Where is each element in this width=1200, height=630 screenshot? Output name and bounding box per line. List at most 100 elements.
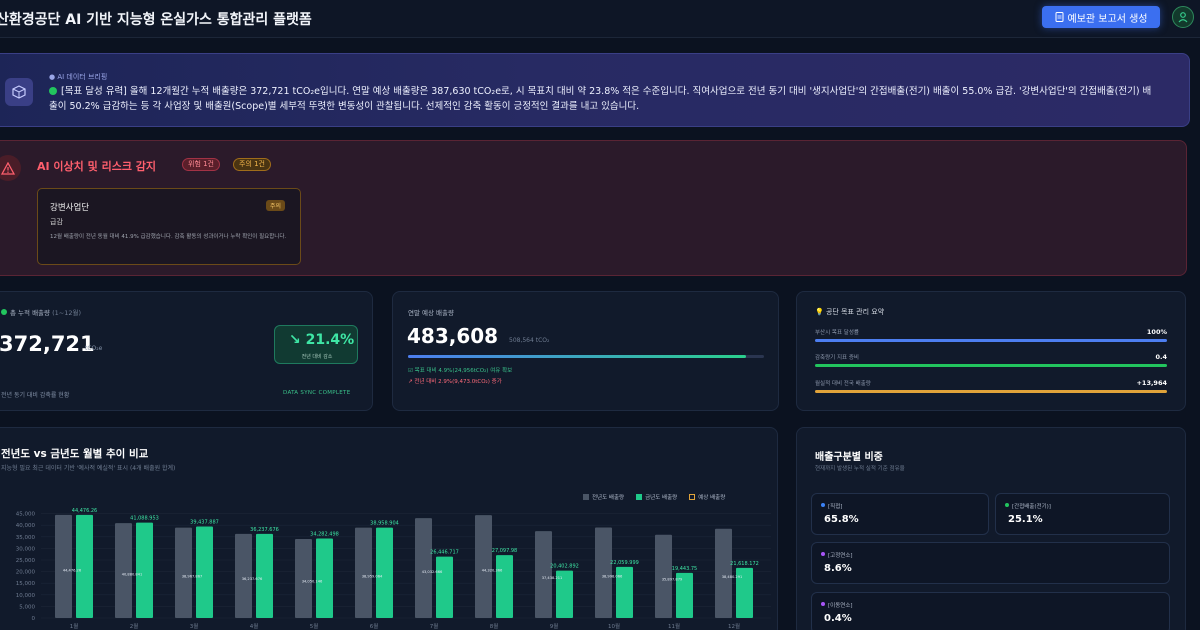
goal-progress-bar bbox=[815, 364, 1167, 367]
prev-bar-value-label: 38,998.066 bbox=[602, 574, 623, 578]
prev-bar-value-label: 44,320.366 bbox=[482, 569, 503, 573]
curr-year-bar bbox=[76, 514, 93, 618]
y-tick-label: 5,000 bbox=[19, 604, 35, 610]
total-emission-footer: 전년 동기 대비 감축률 현황 bbox=[1, 392, 70, 399]
yoy-delta-caption: 전년 대비 감소 bbox=[301, 354, 333, 360]
curr-bar-value-label: 41,088.953 bbox=[130, 516, 159, 522]
composition-item[interactable]: [이동연소] 0.4% bbox=[811, 592, 1170, 630]
prev-bar-value-label: 34,050.146 bbox=[302, 579, 323, 583]
curr-year-bar bbox=[136, 522, 153, 618]
x-tick-label: 9월 bbox=[550, 622, 559, 630]
cube-icon bbox=[5, 78, 33, 106]
prev-year-bar bbox=[115, 523, 132, 618]
y-tick-label: 30,000 bbox=[16, 546, 36, 552]
risk-card[interactable]: 강변사업단 주의 급감 12월 배출량이 전년 동월 대비 41.9% 급감했습… bbox=[37, 188, 301, 265]
forecast-progress-track bbox=[408, 355, 764, 358]
curr-bar-value-label: 44,476.26 bbox=[72, 508, 97, 514]
curr-bar-value-label: 36,237.676 bbox=[250, 527, 279, 533]
forecast-value: 483,608 bbox=[407, 324, 499, 348]
curr-bar-value-label: 22,059.999 bbox=[610, 560, 639, 566]
prev-year-bar bbox=[655, 534, 672, 618]
forecast-target: 508,564 tCO₂ bbox=[509, 337, 550, 344]
prev-year-bar bbox=[55, 514, 72, 618]
y-tick-label: 35,000 bbox=[16, 535, 36, 541]
composition-item[interactable]: [간접배출(전기)] 25.1% bbox=[995, 493, 1170, 535]
data-sync-status: DATA SYNC COMPLETE bbox=[283, 390, 351, 396]
top-bar: 산환경공단 AI 기반 지능형 온실가스 통합관리 플랫폼 예보관 보고서 생성 bbox=[0, 0, 1200, 38]
x-tick-label: 6월 bbox=[370, 622, 379, 630]
total-emission-label: 총 누적 배출량 (1~12월) bbox=[1, 307, 81, 317]
anomaly-panel: AI 이상치 및 리스크 감지 위험 1건 주의 1건 강변사업단 주의 급감 … bbox=[0, 140, 1187, 276]
prev-bar-value-label: 37,438.211 bbox=[542, 576, 563, 580]
composition-item[interactable]: [고정연소] 8.6% bbox=[811, 542, 1170, 584]
risk-high-badge: 위험 1건 bbox=[182, 158, 220, 171]
curr-bar-value-label: 26,446.717 bbox=[430, 550, 459, 556]
forecast-increase-note: ↗ 전년 대비 2.9%(9,473.0tCO₂) 증가 bbox=[408, 379, 502, 385]
composition-card: 배출구분별 비중 현재까지 발생된 누적 실적 기준 점유율 [직접] 65.8… bbox=[796, 427, 1186, 630]
y-tick-label: 40,000 bbox=[16, 523, 36, 529]
prev-year-bar bbox=[355, 527, 372, 618]
report-button-label: 예보관 보고서 생성 bbox=[1067, 13, 1148, 25]
prev-year-bar bbox=[475, 515, 492, 618]
legend-item-prev[interactable]: 전년도 배출량 bbox=[583, 493, 624, 501]
goal-progress-bar bbox=[815, 390, 1167, 393]
monthly-comparison-card: 전년도 vs 금년도 월별 추이 비교 지능형 필요 최근 데이터 기반 '예사… bbox=[0, 427, 778, 630]
curr-year-bar bbox=[436, 556, 453, 618]
prev-year-bar bbox=[235, 533, 252, 618]
y-tick-label: 25,000 bbox=[16, 558, 36, 564]
prev-bar-value-label: 36,237.676 bbox=[242, 577, 263, 581]
chart-title: 전년도 vs 금년도 월별 추이 비교 bbox=[1, 448, 149, 460]
curr-year-bar bbox=[316, 538, 333, 618]
app-title: 산환경공단 AI 기반 지능형 온실가스 통합관리 플랫폼 bbox=[0, 12, 312, 28]
prev-bar-value-label: 44,476.26 bbox=[63, 569, 82, 573]
prev-bar-value-label: 38,480.291 bbox=[722, 575, 743, 579]
curr-bar-value-label: 20,402.892 bbox=[550, 564, 579, 570]
status-dot-icon bbox=[49, 87, 57, 95]
y-tick-label: 45,000 bbox=[16, 512, 36, 518]
y-tick-label: 0 bbox=[32, 616, 36, 622]
total-emission-unit: tCO₂e bbox=[85, 345, 103, 352]
curr-year-bar bbox=[556, 570, 573, 618]
curr-year-bar bbox=[616, 566, 633, 618]
status-dot-icon bbox=[1, 309, 7, 315]
curr-bar-value-label: 19,443.75 bbox=[672, 566, 697, 572]
goal-summary-title: 💡 공단 목표 관리 요약 bbox=[815, 308, 885, 316]
composition-item[interactable]: [직접] 65.8% bbox=[811, 493, 989, 535]
curr-year-bar bbox=[376, 527, 393, 618]
ai-summary-banner: ● AI 데이터 브리핑 [목표 달성 유력] 올해 12개월간 누적 배출량은… bbox=[0, 53, 1190, 127]
y-tick-label: 20,000 bbox=[16, 570, 36, 576]
summary-body: [목표 달성 유력] 올해 12개월간 누적 배출량은 372,721 tCO₂… bbox=[49, 86, 1152, 112]
x-tick-label: 10월 bbox=[608, 622, 620, 630]
x-tick-label: 7월 bbox=[430, 622, 439, 630]
goal-progress-bar bbox=[815, 339, 1167, 342]
x-tick-label: 4월 bbox=[250, 622, 259, 630]
curr-bar-value-label: 27,097.98 bbox=[492, 548, 517, 554]
prev-year-bar bbox=[595, 527, 612, 618]
curr-bar-value-label: 34,282.498 bbox=[310, 531, 339, 537]
curr-year-bar bbox=[196, 526, 213, 618]
x-tick-label: 5월 bbox=[310, 622, 319, 630]
legend-item-curr[interactable]: 금년도 배출량 bbox=[636, 493, 677, 501]
composition-subtitle: 현재까지 발생된 누적 실적 기준 점유율 bbox=[815, 466, 905, 472]
composition-title: 배출구분별 비중 bbox=[815, 452, 883, 463]
yoy-delta-value: ↘ 21.4% bbox=[289, 332, 355, 348]
user-avatar[interactable] bbox=[1172, 6, 1194, 28]
x-tick-label: 11월 bbox=[668, 622, 680, 630]
risk-card-description: 12월 배출량이 전년 동월 대비 41.9% 급감했습니다. 감축 활동의 성… bbox=[50, 234, 287, 240]
curr-year-bar bbox=[496, 555, 513, 618]
forecast-progress-fill bbox=[408, 355, 747, 358]
risk-card-site: 강변사업단 bbox=[50, 203, 90, 213]
risk-card-type: 급감 bbox=[50, 218, 63, 226]
prev-year-bar bbox=[535, 531, 552, 618]
curr-year-bar bbox=[736, 567, 753, 618]
forecast-label: 연말 예상 배출량 bbox=[408, 309, 454, 317]
legend-item-forecast[interactable]: 예상 배출량 bbox=[689, 493, 725, 501]
yoy-delta-badge: ↘ 21.4% 전년 대비 감소 bbox=[274, 325, 358, 364]
prev-bar-value-label: 40,880.841 bbox=[122, 572, 143, 576]
curr-bar-value-label: 39,437.887 bbox=[190, 520, 219, 526]
summary-tag: ● AI 데이터 브리핑 bbox=[49, 73, 108, 81]
prev-bar-value-label: 35,897.879 bbox=[662, 578, 683, 582]
y-tick-label: 15,000 bbox=[16, 581, 36, 587]
generate-report-button[interactable]: 예보관 보고서 생성 bbox=[1042, 6, 1160, 28]
warning-triangle-icon bbox=[0, 155, 21, 181]
